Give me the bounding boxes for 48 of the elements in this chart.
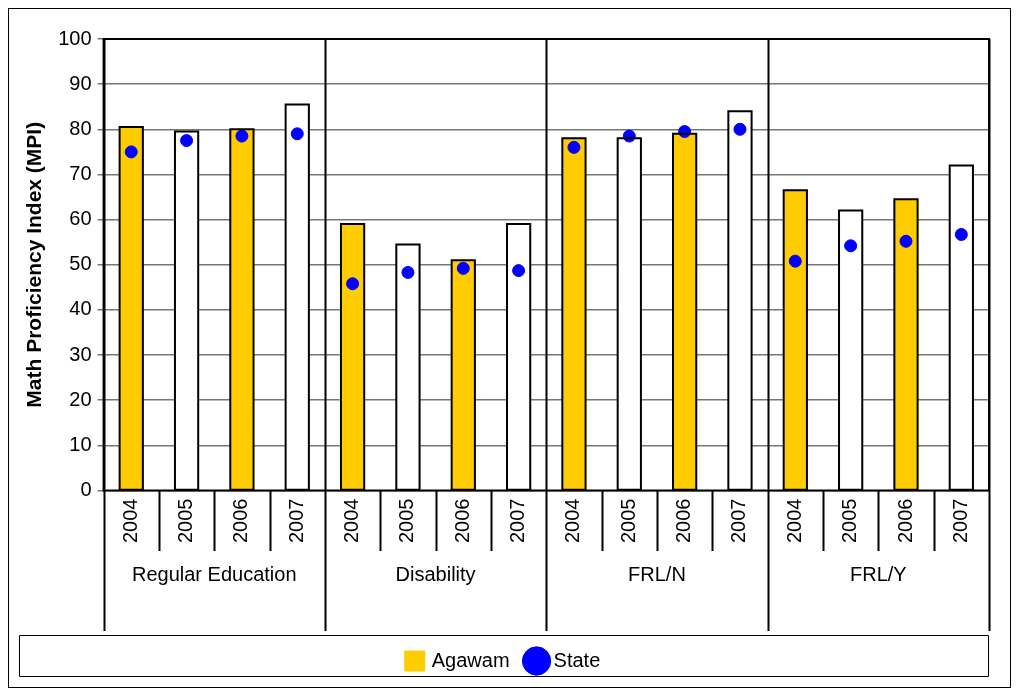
- y-tick-label: 30: [69, 342, 92, 365]
- y-tick-label: 20: [69, 387, 92, 410]
- x-tick-label: 2006: [893, 498, 916, 544]
- y-tick-label: 90: [69, 71, 92, 94]
- y-tick-label: 100: [58, 26, 92, 49]
- x-tick-label: 2004: [118, 498, 141, 544]
- point: [844, 239, 858, 253]
- point: [456, 261, 470, 275]
- text: Disability: [395, 562, 476, 585]
- point: [346, 277, 360, 291]
- point: [512, 264, 526, 278]
- text: FRL/Y: [849, 562, 907, 585]
- x-tick-label: 2007: [506, 498, 529, 544]
- x-tick-label: 2005: [395, 498, 418, 544]
- x-tick-label: 2007: [284, 498, 307, 544]
- x-tick-label: 2006: [450, 498, 473, 544]
- y-tick-label: 60: [69, 207, 92, 230]
- point: [401, 265, 415, 279]
- y-tick-label: 50: [69, 252, 92, 275]
- y-tick-label: 70: [69, 161, 92, 184]
- x-tick-label: 2004: [561, 498, 584, 544]
- x-tick-label: 2004: [340, 498, 363, 544]
- x-tick-label: 2005: [174, 498, 197, 544]
- point: [788, 254, 802, 268]
- point: [733, 122, 747, 136]
- y-tick-label: 40: [69, 297, 92, 320]
- x-tick-label: 2007: [727, 498, 750, 544]
- point: [567, 140, 581, 154]
- point: [124, 145, 138, 159]
- point: [954, 228, 968, 241]
- x-tick-label: 2005: [616, 498, 639, 544]
- point: [180, 134, 194, 148]
- x-tick-label: 2007: [948, 498, 971, 544]
- x-tick-label: 2006: [672, 498, 695, 544]
- text: FRL/N: [628, 562, 686, 585]
- point: [899, 234, 913, 248]
- x-tick-label: 2004: [782, 498, 805, 544]
- point: [235, 129, 249, 143]
- y-tick-label: 0: [80, 478, 92, 501]
- x-tick-label: 2005: [838, 498, 861, 544]
- text: Regular Education: [131, 562, 297, 585]
- y-tick-label: 80: [69, 116, 92, 139]
- legend-label: State: [553, 648, 601, 671]
- legend-label: Agawam: [431, 648, 510, 671]
- point: [290, 127, 304, 141]
- y-tick-label: 10: [69, 432, 92, 455]
- y-axis-title: Math Proficiency Index (MPI): [22, 121, 46, 408]
- x-tick-label: 2006: [229, 498, 252, 544]
